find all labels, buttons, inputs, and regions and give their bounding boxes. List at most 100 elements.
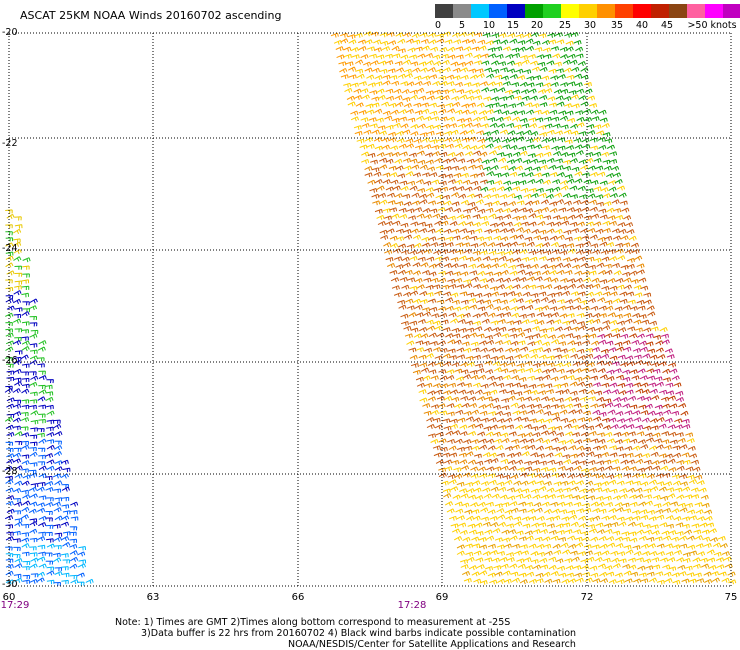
wind-barb — [431, 145, 440, 150]
wind-barb — [636, 263, 645, 269]
wind-barb — [463, 382, 472, 388]
wind-barb — [613, 432, 622, 437]
wind-barb — [37, 346, 46, 352]
wind-barb — [537, 61, 546, 67]
wind-barb — [629, 438, 638, 444]
wind-barb — [616, 284, 625, 290]
wind-barb — [514, 354, 523, 360]
wind-barb — [632, 515, 641, 521]
wind-barb — [53, 507, 62, 513]
wind-barb — [29, 322, 38, 327]
wind-barb — [560, 124, 569, 130]
wind-barb — [568, 578, 577, 584]
wind-barb — [596, 130, 605, 136]
wind-barb — [626, 229, 635, 235]
wind-barb — [442, 452, 451, 458]
wind-barb — [616, 374, 625, 380]
wind-barb — [453, 39, 462, 45]
wind-barb — [488, 187, 497, 193]
wind-barb — [571, 432, 580, 438]
wind-barb — [499, 193, 508, 199]
wind-barb — [435, 459, 444, 465]
wind-barb — [490, 129, 500, 135]
wind-barb — [52, 501, 61, 507]
wind-barb — [682, 552, 691, 558]
wind-barb — [621, 531, 630, 537]
wind-barb — [668, 431, 677, 437]
wind-barb — [390, 179, 399, 185]
wind-barb — [629, 333, 638, 339]
wind-barb — [6, 508, 15, 514]
wind-barb — [29, 441, 38, 446]
wind-barb — [480, 284, 489, 290]
wind-barb — [511, 180, 520, 186]
colorbar-swatch — [507, 4, 525, 18]
wind-barb — [478, 110, 488, 116]
wind-barb — [504, 221, 513, 227]
wind-barb — [562, 59, 571, 65]
wind-barb — [22, 474, 31, 480]
wind-barb — [70, 516, 79, 521]
wind-barb — [344, 87, 353, 93]
wind-barb — [461, 137, 470, 143]
wind-barb — [583, 215, 592, 221]
wind-barb — [463, 82, 472, 87]
wind-barb — [410, 363, 419, 368]
wind-barb — [592, 283, 601, 289]
wind-barb — [687, 509, 696, 515]
wind-barb — [528, 284, 537, 290]
wind-barb — [591, 277, 600, 283]
wind-barb — [692, 466, 701, 472]
wind-barb — [640, 285, 649, 291]
wind-barb — [587, 524, 596, 529]
wind-barb — [6, 370, 15, 375]
wind-barb — [335, 46, 344, 52]
wind-barb — [623, 277, 632, 283]
wind-barb — [549, 207, 558, 213]
wind-barb — [641, 319, 650, 325]
wind-barb — [696, 578, 705, 584]
wind-barb — [458, 193, 467, 199]
wind-barb — [358, 110, 367, 115]
wind-barb — [12, 298, 22, 304]
wind-barb — [464, 283, 473, 289]
wind-barb — [509, 563, 518, 569]
wind-barb — [638, 404, 647, 410]
wind-barb — [395, 165, 404, 171]
wind-barb — [553, 319, 562, 325]
wind-barb — [21, 340, 30, 346]
wind-barb — [542, 179, 551, 185]
wind-barb — [366, 74, 375, 80]
wind-barb — [717, 535, 726, 541]
wind-barb — [578, 515, 587, 521]
wind-barb — [603, 398, 612, 403]
wind-barb — [397, 173, 406, 179]
wind-barb — [77, 551, 86, 557]
wind-barb — [554, 228, 563, 234]
wind-barb — [483, 292, 492, 298]
wind-barb — [407, 277, 416, 283]
wind-barb — [575, 110, 584, 116]
wind-barb — [503, 339, 512, 345]
wind-barb — [656, 551, 665, 557]
wind-barb — [586, 425, 595, 431]
wind-barb — [477, 396, 486, 402]
wind-barb — [6, 403, 15, 409]
wind-barb — [550, 571, 559, 577]
wind-barb — [696, 516, 706, 522]
wind-barb — [562, 487, 571, 493]
wind-barb — [609, 452, 618, 458]
wind-barb — [374, 208, 383, 214]
wind-barb — [366, 46, 375, 52]
wind-barb — [601, 256, 610, 262]
wind-barb — [723, 556, 732, 562]
wind-barb — [446, 81, 455, 87]
wind-barb — [477, 144, 486, 150]
wind-barb — [477, 431, 486, 437]
wind-barb — [440, 220, 449, 226]
wind-barb — [399, 116, 407, 122]
wind-barb — [544, 550, 553, 556]
wind-barb — [614, 572, 623, 578]
wind-barb — [425, 152, 433, 158]
wind-barb — [403, 325, 412, 331]
